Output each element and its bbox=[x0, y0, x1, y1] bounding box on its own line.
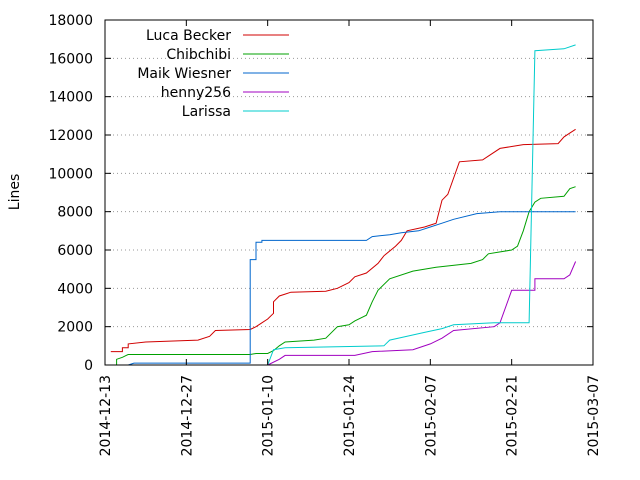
series-line-3 bbox=[267, 261, 577, 366]
axis-ticks: 0 2000 4000 6000 8000 10000 12000 14000 16000 180… bbox=[48, 13, 602, 456]
grid-lines bbox=[105, 57, 593, 328]
x-tick-label: 2014-12-27 bbox=[179, 375, 195, 456]
y-tick-label: 12000 bbox=[48, 128, 93, 144]
series-line-0 bbox=[110, 128, 576, 353]
y-tick-label: 18000 bbox=[48, 13, 93, 29]
series-line-1 bbox=[110, 186, 576, 366]
y-tick-label: 6000 bbox=[57, 243, 93, 259]
legend: Luca Becker Chibchibi Maik Wiesner henny256… bbox=[137, 28, 289, 120]
x-tick-label: 2015-03-07 bbox=[586, 375, 602, 456]
series-line-4 bbox=[267, 44, 576, 366]
legend-label: Larissa bbox=[182, 104, 231, 120]
y-tick-label: 10000 bbox=[48, 166, 93, 182]
legend-label: Maik Wiesner bbox=[137, 66, 231, 82]
legend-label: henny256 bbox=[161, 85, 231, 101]
series-line-2 bbox=[128, 211, 576, 366]
legend-label: Chibchibi bbox=[166, 47, 231, 63]
y-tick-label: 14000 bbox=[48, 90, 93, 106]
x-tick-label: 2015-02-07 bbox=[423, 375, 439, 456]
x-tick-label: 2015-02-21 bbox=[505, 375, 521, 456]
y-axis-label: Lines bbox=[7, 174, 23, 210]
series-lines bbox=[110, 44, 577, 366]
legend-label: Luca Becker bbox=[146, 28, 231, 44]
y-tick-label: 16000 bbox=[48, 51, 93, 67]
y-tick-label: 4000 bbox=[57, 281, 93, 297]
y-tick-label: 2000 bbox=[57, 320, 93, 336]
x-tick-label: 2015-01-10 bbox=[261, 375, 277, 456]
x-tick-label: 2015-01-24 bbox=[342, 375, 358, 456]
y-tick-label: 0 bbox=[84, 358, 93, 374]
x-tick-label: 2014-12-13 bbox=[98, 375, 114, 456]
y-tick-label: 8000 bbox=[57, 205, 93, 221]
